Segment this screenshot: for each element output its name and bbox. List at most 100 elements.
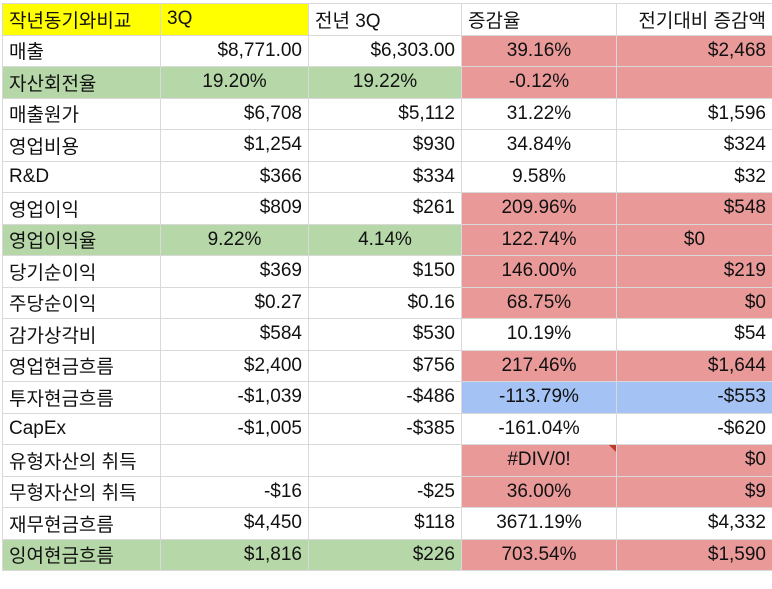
row-label-cell[interactable]: 잉여현금흐름	[2, 538, 161, 571]
value-cell-prev-3q[interactable]: $756	[308, 349, 462, 382]
row-label-cell[interactable]: 매출원가	[2, 97, 161, 130]
change-amount-cell[interactable]: $219	[616, 255, 772, 288]
change-rate-cell[interactable]: -0.12%	[461, 66, 617, 99]
value-cell-prev-3q[interactable]: -$486	[308, 381, 462, 414]
change-rate-cell[interactable]: 39.16%	[461, 34, 617, 67]
change-amount-cell[interactable]: $54	[616, 318, 772, 351]
value-cell-prev-3q[interactable]: $261	[308, 192, 462, 225]
value-cell-3q[interactable]: -$1,039	[160, 381, 309, 414]
value-cell-3q[interactable]: $1,816	[160, 538, 309, 571]
change-amount-cell[interactable]: $548	[616, 192, 772, 225]
change-amount-cell[interactable]: $4,332	[616, 507, 772, 540]
value-cell-prev-3q[interactable]: -$385	[308, 412, 462, 445]
value-cell-3q[interactable]	[160, 444, 309, 477]
table-row: 재무현금흐름 $4,450 $118 3671.19% $4,332	[2, 507, 772, 540]
row-label-cell[interactable]: 감가상각비	[2, 318, 161, 351]
change-rate-cell[interactable]: 10.19%	[461, 318, 617, 351]
header-cell-3q[interactable]: 3Q	[160, 3, 309, 36]
row-label-cell[interactable]: 영업이익율	[2, 223, 161, 256]
change-amount-cell[interactable]: $1,644	[616, 349, 772, 382]
row-label-cell[interactable]: CapEx	[2, 412, 161, 445]
row-label-cell[interactable]: 투자현금흐름	[2, 381, 161, 414]
table-row: 감가상각비 $584 $530 10.19% $54	[2, 318, 772, 351]
value-cell-prev-3q[interactable]: $530	[308, 318, 462, 351]
value-cell-prev-3q[interactable]: $6,303.00	[308, 34, 462, 67]
value-cell-3q[interactable]: 19.20%	[160, 66, 309, 99]
change-amount-cell[interactable]: $324	[616, 129, 772, 162]
value-cell-3q[interactable]: $369	[160, 255, 309, 288]
change-amount-cell[interactable]: -$553	[616, 381, 772, 414]
change-rate-cell[interactable]: 34.84%	[461, 129, 617, 162]
table-row: 잉여현금흐름 $1,816 $226 703.54% $1,590	[2, 538, 772, 571]
row-label-cell[interactable]: 영업비용	[2, 129, 161, 162]
table-row: 매출원가 $6,708 $5,112 31.22% $1,596	[2, 97, 772, 130]
row-label-cell[interactable]: R&D	[2, 160, 161, 193]
header-cell-change-amount[interactable]: 전기대비 증감액	[616, 3, 772, 36]
value-cell-prev-3q[interactable]: $334	[308, 160, 462, 193]
change-amount-cell[interactable]: $0	[616, 444, 772, 477]
change-amount-cell[interactable]: -$620	[616, 412, 772, 445]
value-cell-3q[interactable]: $8,771.00	[160, 34, 309, 67]
row-label-cell[interactable]: 매출	[2, 34, 161, 67]
row-label-cell[interactable]: 당기순이익	[2, 255, 161, 288]
change-rate-cell[interactable]: 68.75%	[461, 286, 617, 319]
value-cell-3q[interactable]: $1,254	[160, 129, 309, 162]
change-rate-cell[interactable]: -113.79%	[461, 381, 617, 414]
change-rate-cell[interactable]: 3671.19%	[461, 507, 617, 540]
value-cell-3q[interactable]: -$1,005	[160, 412, 309, 445]
value-cell-prev-3q[interactable]: $118	[308, 507, 462, 540]
value-cell-prev-3q[interactable]: 4.14%	[308, 223, 462, 256]
change-amount-cell[interactable]: $0	[616, 223, 772, 256]
value-cell-prev-3q[interactable]: 19.22%	[308, 66, 462, 99]
row-label-cell[interactable]: 영업현금흐름	[2, 349, 161, 382]
value-cell-prev-3q[interactable]: $930	[308, 129, 462, 162]
change-rate-cell[interactable]: 9.58%	[461, 160, 617, 193]
value-cell-3q[interactable]: $0.27	[160, 286, 309, 319]
change-rate-cell[interactable]: 209.96%	[461, 192, 617, 225]
change-rate-cell[interactable]: 36.00%	[461, 475, 617, 508]
table-row: 유형자산의 취득 #DIV/0! $0	[2, 444, 772, 477]
change-rate-cell[interactable]: -161.04%	[461, 412, 617, 445]
header-cell-label[interactable]: 작년동기와비교	[2, 3, 161, 36]
value-cell-prev-3q[interactable]: $5,112	[308, 97, 462, 130]
value-cell-3q[interactable]: 9.22%	[160, 223, 309, 256]
row-label-cell[interactable]: 주당순이익	[2, 286, 161, 319]
change-amount-cell[interactable]: $32	[616, 160, 772, 193]
error-value: #DIV/0!	[507, 449, 571, 471]
value-cell-3q[interactable]: $6,708	[160, 97, 309, 130]
change-amount-cell[interactable]: $0	[616, 286, 772, 319]
value-cell-3q[interactable]: $809	[160, 192, 309, 225]
table-row: CapEx -$1,005 -$385 -161.04% -$620	[2, 412, 772, 445]
value-cell-prev-3q[interactable]: $226	[308, 538, 462, 571]
change-rate-cell[interactable]: 703.54%	[461, 538, 617, 571]
change-amount-cell[interactable]	[616, 66, 772, 99]
change-amount-cell[interactable]: $1,590	[616, 538, 772, 571]
row-label-cell[interactable]: 유형자산의 취득	[2, 444, 161, 477]
value-cell-3q[interactable]: $2,400	[160, 349, 309, 382]
value-cell-prev-3q[interactable]: -$25	[308, 475, 462, 508]
value-cell-3q[interactable]: $366	[160, 160, 309, 193]
change-rate-cell[interactable]: 31.22%	[461, 97, 617, 130]
value-cell-3q[interactable]: -$16	[160, 475, 309, 508]
table-row: R&D $366 $334 9.58% $32	[2, 160, 772, 193]
value-cell-3q[interactable]: $4,450	[160, 507, 309, 540]
row-label-cell[interactable]: 재무현금흐름	[2, 507, 161, 540]
change-amount-cell[interactable]: $9	[616, 475, 772, 508]
change-rate-cell-error[interactable]: #DIV/0!	[461, 444, 617, 477]
change-amount-cell[interactable]: $2,468	[616, 34, 772, 67]
value-cell-prev-3q[interactable]: $0.16	[308, 286, 462, 319]
row-label-cell[interactable]: 자산회전율	[2, 66, 161, 99]
value-cell-3q[interactable]: $584	[160, 318, 309, 351]
change-amount-cell[interactable]: $1,596	[616, 97, 772, 130]
header-cell-prev-3q[interactable]: 전년 3Q	[308, 3, 462, 36]
table-row: 자산회전율 19.20% 19.22% -0.12%	[2, 66, 772, 99]
spreadsheet-grid: 작년동기와비교 3Q 전년 3Q 증감율 전기대비 증감액 매출 $8,771.…	[2, 3, 772, 571]
row-label-cell[interactable]: 영업이익	[2, 192, 161, 225]
change-rate-cell[interactable]: 122.74%	[461, 223, 617, 256]
header-cell-change-rate[interactable]: 증감율	[461, 3, 617, 36]
value-cell-prev-3q[interactable]	[308, 444, 462, 477]
row-label-cell[interactable]: 무형자산의 취득	[2, 475, 161, 508]
change-rate-cell[interactable]: 217.46%	[461, 349, 617, 382]
change-rate-cell[interactable]: 146.00%	[461, 255, 617, 288]
value-cell-prev-3q[interactable]: $150	[308, 255, 462, 288]
